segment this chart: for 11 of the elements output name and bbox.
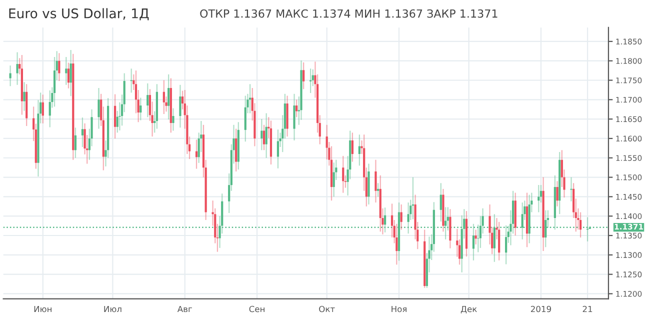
x-tick-label: Сен	[249, 306, 264, 312]
x-tick-label: 21	[582, 306, 592, 312]
x-tick-label: Июн	[34, 306, 52, 312]
x-tick-label: 2019	[530, 306, 551, 312]
x-tick-label: Июл	[104, 306, 122, 312]
chart-subtitle: ОТКР 1.1367 МАКС 1.1374 МИН 1.1367 ЗАКР 1.1371	[200, 9, 498, 18]
chart-title: Euro vs US Dollar, 1Д	[9, 8, 149, 20]
x-tick-label: Авг	[177, 306, 192, 312]
x-tick-label: Окт	[319, 306, 335, 312]
x-tick-label: Дек	[460, 306, 477, 314]
x-tick-label: Ноя	[392, 306, 406, 312]
